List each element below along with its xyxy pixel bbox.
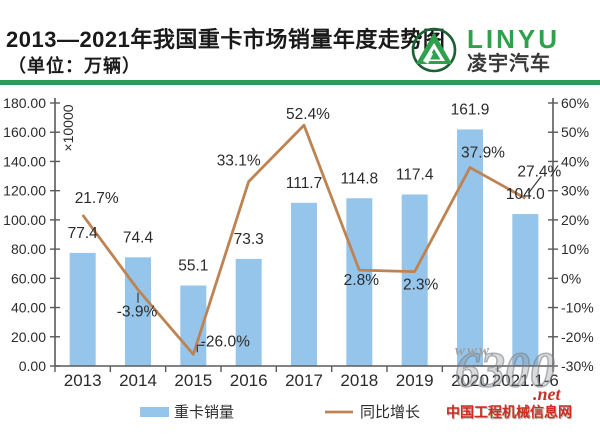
left-axis-tick-label: 20.00 [11,329,46,345]
legend-bar-label: 重卡销量 [174,404,234,421]
bar-value-label: 161.9 [451,101,490,118]
bar-value-label: 104.0 [506,186,545,203]
bar-2014 [125,257,151,366]
label-leader [527,175,542,194]
label-leader [196,344,205,353]
bar-value-label: 114.8 [341,170,379,187]
right-axis-tick-label: 20% [561,212,589,228]
bar-2013 [69,252,96,366]
right-axis-tick-label: -20% [561,329,594,345]
x-axis-label: 2020 [451,371,489,390]
right-axis-tick-label: 40% [561,153,589,169]
legend-line-label: 同比增长 [360,404,420,421]
left-axis-tick-label: 60.00 [11,270,46,286]
bar-value-label: 55.1 [178,257,208,274]
growth-pct-label: -26.0% [201,333,250,350]
growth-pct-label: 27.4% [517,163,561,180]
chart-canvas: 0.00 20.00 40.00 60.00 80.00 100.00 120.00 140.… [3,95,594,421]
bar-2021.1-6 [512,214,539,366]
x-axis-label: 2016 [230,371,268,390]
left-axis-tick-label: 140.00 [3,153,46,169]
x-axis-label: 2014 [119,371,157,390]
x-axis-label: 2013 [64,371,102,390]
x-axis-label: 2021.1-6 [492,371,559,390]
x-axis-label: 2018 [340,371,378,390]
linyu-triangle-emblem-icon [411,27,457,73]
logo-brand-en: LINYU [467,24,560,54]
linyu-logo: LINYU 凌宇汽车 [410,26,595,76]
left-axis-tick-label: 0.00 [19,358,46,374]
bar-2016 [235,258,262,366]
growth-pct-label: 21.7% [75,190,119,207]
growth-pct-label: 37.9% [461,145,505,162]
growth-pct-label: 2.8% [344,272,380,289]
right-axis-tick-label: -10% [561,300,594,316]
growth-pct-label: 52.4% [286,106,330,123]
right-axis-tick-label: 0% [561,270,581,286]
bar-2020 [457,129,483,366]
growth-line-series [81,123,527,356]
logo-brand-cn: 凌宇汽车 [467,53,551,75]
x-axis-label: 2017 [285,371,323,390]
right-axis-tick-label: 50% [561,124,589,140]
right-axis-tick-label: 60% [561,95,589,111]
x-axis-label: 2015 [174,371,212,390]
left-axis-tick-label: 160.00 [3,124,46,140]
legend-bar-swatch [140,407,169,417]
bar-value-label: 77.4 [68,225,99,242]
left-axis-tick-label: 80.00 [11,241,46,257]
bar-2017 [291,202,317,366]
unit-subtitle: （单位：万辆） [8,56,141,76]
right-axis-tick-label: 30% [561,183,589,199]
logo-text: LINYU 凌宇汽车 [467,26,560,74]
bar-2019 [401,194,428,366]
left-axis-tick-label: 180.00 [3,95,46,111]
left-axis-tick-label: 120.00 [3,183,46,199]
growth-pct-label: 33.1% [217,153,261,170]
bar-value-label: 74.4 [123,229,154,246]
bar-value-label: 73.3 [234,231,264,248]
right-axis-tick-label: 10% [561,241,589,257]
bar-value-label: 117.4 [396,166,434,183]
bar-value-label: 111.7 [286,175,323,192]
growth-pct-label: -3.9% [117,304,158,321]
left-axis-unit-label: ×10000 [60,104,76,151]
left-axis-tick-label: 40.00 [11,300,46,316]
growth-pct-label: 2.3% [403,277,439,294]
left-axis-tick-label: 100.00 [3,212,46,228]
right-axis-tick-label: -30% [561,358,594,374]
page-header: 2013—2021年我国重卡市场销量年度走势图 （单位：万辆） LINYU 凌宇… [0,0,600,80]
x-axis-label: 2019 [396,371,434,390]
page-title: 2013—2021年我国重卡市场销量年度走势图 [6,27,446,52]
bar-2018 [346,198,373,366]
header-divider-line [0,80,600,85]
